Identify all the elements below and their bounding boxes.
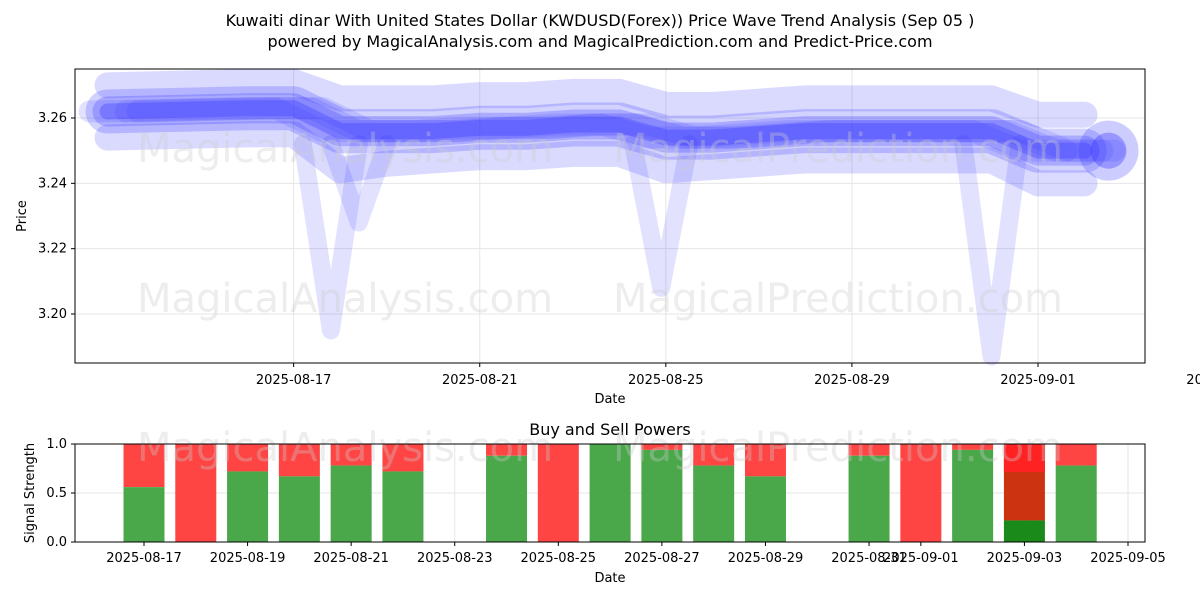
signal-x-tick-label: 2025-09-01 <box>883 551 959 566</box>
buy-bar <box>589 444 631 542</box>
price-wave-band <box>99 100 1093 159</box>
price-wave-endcap <box>1078 120 1139 181</box>
price-wave-echo <box>126 97 1126 162</box>
signal-x-tick-label: 2025-08-17 <box>106 551 182 566</box>
price-wave-bands <box>78 69 1139 366</box>
price-grid <box>75 69 1145 363</box>
signal-x-tick-label: 2025-08-29 <box>728 551 804 566</box>
price-x-tick-label: 2025-08-25 <box>628 373 704 388</box>
signal-chart-title: Buy and Sell Powers <box>529 420 691 439</box>
price-x-tick-label: 2025-08-29 <box>814 373 890 388</box>
price-wave-band <box>92 93 1100 166</box>
sell-bar <box>641 444 683 450</box>
buy-bar <box>278 476 320 542</box>
sell-bar <box>382 444 424 472</box>
price-x-tick-label: 2025-09-05 <box>1186 373 1200 388</box>
price-y-tick-label: 3.20 <box>38 307 67 322</box>
signal-y-label: Signal Strength <box>23 443 38 543</box>
signal-y-tick-label: 1.0 <box>46 437 67 452</box>
sell-bar <box>693 444 735 466</box>
sell-bar <box>330 444 372 466</box>
signal-x-tick-label: 2025-08-19 <box>210 551 286 566</box>
signal-x-tick-label: 2025-08-21 <box>313 551 389 566</box>
watermark-analysis-bottom: MagicalAnalysis.com <box>137 425 553 471</box>
buy-bar <box>744 476 786 542</box>
buy-bar <box>641 449 683 542</box>
price-wave-dip <box>321 135 396 232</box>
signal-x-tick-label: 2025-08-27 <box>624 551 700 566</box>
buy-bar <box>382 471 424 542</box>
price-wave-band <box>94 121 1098 197</box>
price-y-tick-label: 3.26 <box>38 111 67 126</box>
signal-x-tick-label: 2025-08-31 <box>831 551 907 566</box>
signal-x-label: Date <box>594 571 625 586</box>
buy-bar <box>330 465 372 542</box>
signal-x-tick-label: 2025-08-25 <box>521 551 597 566</box>
signal-x-tick-label: 2025-09-03 <box>987 551 1063 566</box>
price-wave-dip <box>293 135 368 340</box>
price-x-label: Date <box>594 392 625 407</box>
price-y-label: Price <box>15 200 30 232</box>
price-x-tick-label: 2025-08-17 <box>256 373 332 388</box>
sell-bar <box>1055 444 1097 466</box>
sell-bar-highlight <box>1003 444 1045 472</box>
price-wave-echo <box>78 97 1078 162</box>
buy-bar <box>123 487 165 542</box>
price-x-tick-label: 2025-08-21 <box>442 373 518 388</box>
price-x-tick-label: 2025-09-01 <box>1000 373 1076 388</box>
price-plot-frame <box>74 68 1146 364</box>
price-watermarks: MagicalAnalysis.com MagicalPrediction.co… <box>137 126 1063 322</box>
watermark-analysis-top: MagicalAnalysis.com <box>137 126 553 172</box>
buy-bar <box>1055 465 1097 542</box>
chart-title: Kuwaiti dinar With United States Dollar … <box>226 11 975 30</box>
signal-x-tick-label: 2025-09-05 <box>1090 551 1166 566</box>
price-wave-dip <box>954 135 1029 366</box>
sell-bar <box>123 444 165 488</box>
price-axes: 3.20 3.22 3.24 3.26 2025-08-17 2025-08-21 2025… <box>38 111 1200 388</box>
watermark-prediction-top: MagicalPrediction.com <box>613 126 1063 172</box>
signal-bars <box>123 444 1097 542</box>
price-wave-band <box>85 86 1107 173</box>
buy-bar <box>693 465 735 542</box>
price-wave-band <box>94 69 1098 128</box>
buy-bar <box>848 455 890 542</box>
price-y-tick-label: 3.22 <box>38 242 67 257</box>
sell-bar <box>537 444 579 542</box>
sell-bar <box>278 444 320 477</box>
sell-bar <box>848 444 890 456</box>
signal-y-tick-label: 0.5 <box>46 486 67 501</box>
buy-bar <box>952 449 994 542</box>
sell-bar <box>744 444 786 477</box>
chart-subtitle: powered by MagicalAnalysis.com and Magic… <box>267 32 932 51</box>
price-y-tick-label: 3.24 <box>38 176 67 191</box>
buy-bar <box>486 455 528 542</box>
sell-bar <box>227 444 269 472</box>
signal-watermarks: MagicalAnalysis.com MagicalPrediction.co… <box>137 425 1063 471</box>
signal-axes: 0.0 0.5 1.0 2025-08-17 2025-08-19 2025-08-21 2… <box>46 437 1165 566</box>
buy-bar <box>227 471 269 542</box>
watermark-prediction-mid: MagicalPrediction.com <box>613 276 1063 322</box>
sell-bar <box>486 444 528 456</box>
buy-bar <box>1003 520 1045 542</box>
sell-bar <box>952 444 994 450</box>
price-wave-echo <box>114 97 1114 162</box>
watermark-prediction-bottom: MagicalPrediction.com <box>613 425 1063 471</box>
sell-bar <box>175 444 217 542</box>
watermark-analysis-mid: MagicalAnalysis.com <box>137 276 553 322</box>
price-wave-endcap-core <box>1090 132 1127 169</box>
signal-x-tick-label: 2025-08-23 <box>417 551 493 566</box>
signal-y-tick-label: 0.0 <box>46 535 67 550</box>
price-wave-dip <box>624 135 699 297</box>
sell-bar <box>900 444 942 542</box>
